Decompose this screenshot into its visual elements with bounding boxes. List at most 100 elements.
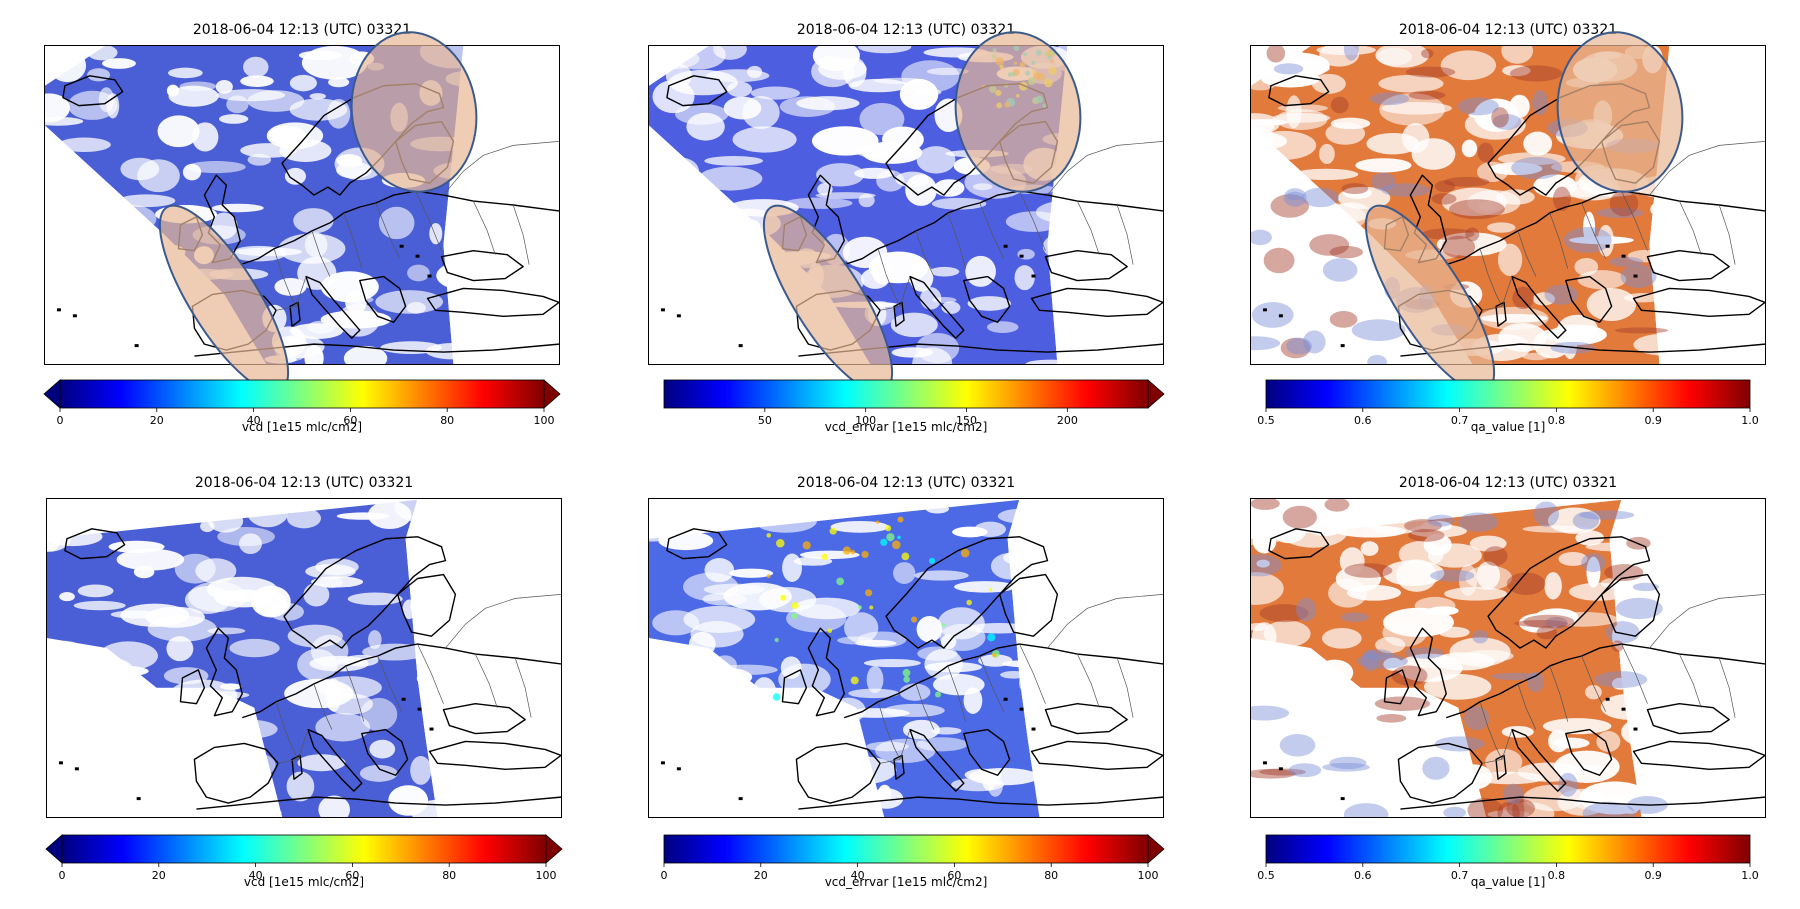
satellite-swath — [649, 499, 1163, 817]
colorbar-label: vcd [1e15 mlc/cm2] — [243, 875, 365, 889]
colorbar-svg: 0.5 0.6 0.7 0.8 0.9 1.0 — [1257, 834, 1759, 882]
colorbar-tick-label: 0.8 — [1548, 414, 1566, 427]
no-data-region — [405, 499, 561, 817]
panel-title: 2018-06-04 12:13 (UTC) 03321 — [1398, 22, 1618, 38]
colorbar-gradient — [59, 379, 545, 409]
colorbar-gradient — [61, 834, 547, 864]
map-frame — [648, 498, 1164, 818]
colorbar-tick-label: 0.7 — [1451, 414, 1469, 427]
colorbar-gradient — [663, 834, 1149, 864]
colorbar-label: vcd_errvar [1e15 mlc/cm2] — [824, 420, 988, 434]
colorbar-extend-min — [43, 379, 61, 409]
islands — [660, 244, 1036, 348]
colorbar: 0 20 40 60 80 100 vcd [1e15 mlc/cm2] — [45, 834, 563, 889]
map-panel-top-qa-value: 2018-06-04 12:13 (UTC) 03321 0.5 0.6 0.7 0.8… — [1250, 22, 1766, 434]
panel-title: 2018-06-04 12:13 (UTC) 03321 — [1398, 475, 1618, 491]
map-frame — [46, 498, 562, 818]
colorbar-label: qa_value [1] — [1470, 875, 1546, 889]
colorbar-svg: 50 100 150 200 — [663, 379, 1165, 427]
colorbar-gradient — [663, 379, 1149, 409]
colorbar-tick-label: 0.9 — [1644, 414, 1662, 427]
colorbar-tick-label: 0 — [59, 869, 66, 882]
colorbar-tick-label: 20 — [152, 869, 166, 882]
colorbar-extend-max — [1147, 379, 1165, 409]
colorbar-tick-label: 150 — [956, 414, 977, 427]
colorbar: 0.5 0.6 0.7 0.8 0.9 1.0 qa_value [1] — [1250, 834, 1766, 889]
colorbar-tick-label: 50 — [758, 414, 772, 427]
colorbar-tick-label: 100 — [855, 414, 876, 427]
colorbar-tick-label: 60 — [947, 869, 961, 882]
map-panel-bottom-vcd-errvar: 2018-06-04 12:13 (UTC) 03321 0 20 40 60 80 100… — [648, 475, 1165, 889]
colorbar-tick-label: 80 — [1044, 869, 1058, 882]
colorbar-extend-max — [545, 834, 563, 864]
map-svg — [1251, 499, 1765, 817]
map-panel-top-vcd-errvar: 2018-06-04 12:13 (UTC) 03321 50 100 150 200 v… — [648, 22, 1165, 434]
map-panel-top-vcd: 2018-06-04 12:13 (UTC) 03321 0 20 40 60 80 100… — [43, 22, 561, 434]
islands — [58, 697, 434, 801]
panel-title: 2018-06-04 12:13 (UTC) 03321 — [796, 475, 1016, 491]
islands — [660, 697, 1036, 801]
colorbar-tick-label: 40 — [851, 869, 865, 882]
colorbar-tick-label: 100 — [534, 414, 555, 427]
colorbar-svg: 0 20 40 60 80 100 — [43, 379, 561, 427]
colorbar-tick-label: 20 — [754, 869, 768, 882]
colorbar-extend-min — [45, 834, 63, 864]
colorbar-tick-label: 40 — [249, 869, 263, 882]
colorbar-svg: 0 20 40 60 80 100 — [45, 834, 563, 882]
colorbar-label: vcd_errvar [1e15 mlc/cm2] — [824, 875, 988, 889]
country-borders — [1479, 594, 1765, 764]
colorbar-tick-label: 0.6 — [1354, 414, 1372, 427]
map-frame — [1250, 498, 1766, 818]
no-data-region-left — [649, 638, 885, 817]
colorbar: 0 20 40 60 80 100 vcd [1e15 mlc/cm2] — [43, 379, 561, 434]
colorbar-tick-label: 1.0 — [1741, 414, 1759, 427]
panel-title: 2018-06-04 12:13 (UTC) 03321 — [192, 22, 412, 38]
coastlines — [666, 528, 1163, 810]
colorbar-svg: 0 20 40 60 80 100 — [661, 834, 1165, 882]
colorbar-tick-label: 100 — [536, 869, 557, 882]
colorbar: 0.5 0.6 0.7 0.8 0.9 1.0 qa_value [1] — [1250, 379, 1766, 434]
colorbar-tick-label: 60 — [343, 414, 357, 427]
colorbar-tick-label: 0 — [661, 869, 668, 882]
country-borders — [275, 594, 561, 764]
map-svg — [649, 46, 1163, 364]
map-svg — [1251, 46, 1765, 364]
country-borders — [877, 594, 1163, 764]
islands — [56, 244, 432, 348]
colorbar-tick-label: 60 — [345, 869, 359, 882]
no-data-region — [1609, 499, 1765, 817]
colorbar-label: vcd [1e15 mlc/cm2] — [241, 420, 363, 434]
map-svg — [45, 46, 559, 364]
colorbar-extend-max — [543, 379, 561, 409]
map-frame — [648, 45, 1164, 365]
colorbar-tick-label: 20 — [150, 414, 164, 427]
no-data-region-left — [47, 638, 283, 817]
colorbar-gradient — [1265, 834, 1751, 864]
colorbar-tick-label: 0.5 — [1257, 869, 1275, 882]
colorbar-gradient — [1265, 379, 1751, 409]
colorbar: 50 100 150 200 vcd_errvar [1e15 mlc/cm2] — [648, 379, 1165, 434]
colorbar-tick-label: 0 — [57, 414, 64, 427]
colorbar: 0 20 40 60 80 100 vcd_errvar [1e15 mlc/cm2] — [648, 834, 1165, 889]
colorbar-tick-label: 1.0 — [1741, 869, 1759, 882]
no-data-region-left — [1251, 638, 1487, 817]
colorbar-tick-label: 40 — [247, 414, 261, 427]
colorbar-tick-label: 0.7 — [1451, 869, 1469, 882]
colorbar-label: qa_value [1] — [1470, 420, 1546, 434]
coastlines — [64, 528, 561, 810]
panel-title: 2018-06-04 12:13 (UTC) 03321 — [194, 475, 414, 491]
colorbar-tick-label: 200 — [1057, 414, 1078, 427]
no-data-region — [1007, 499, 1163, 817]
colorbar-tick-label: 0.8 — [1548, 869, 1566, 882]
colorbar-tick-label: 80 — [440, 414, 454, 427]
colorbar-extend-max — [1147, 834, 1165, 864]
map-panel-bottom-qa-value: 2018-06-04 12:13 (UTC) 03321 0.5 0.6 0.7 0.8… — [1250, 475, 1766, 889]
coastlines — [1268, 528, 1765, 810]
islands — [1262, 697, 1638, 801]
map-frame — [1250, 45, 1766, 365]
colorbar-tick-label: 0.5 — [1257, 414, 1275, 427]
panel-title: 2018-06-04 12:13 (UTC) 03321 — [796, 22, 1016, 38]
map-svg — [47, 499, 561, 817]
colorbar-tick-label: 80 — [442, 869, 456, 882]
map-svg — [649, 499, 1163, 817]
